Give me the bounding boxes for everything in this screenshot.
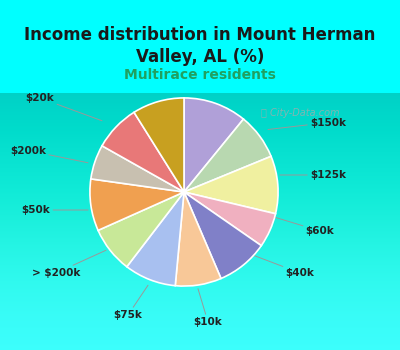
Text: Income distribution in Mount Herman
Valley, AL (%): Income distribution in Mount Herman Vall… [24, 26, 376, 66]
Text: $200k: $200k [10, 146, 88, 163]
Text: $50k: $50k [22, 205, 88, 215]
Text: $100k: $100k [0, 349, 1, 350]
Wedge shape [184, 192, 261, 279]
Text: $40k: $40k [254, 256, 314, 278]
Text: $60k: $60k [274, 217, 334, 236]
Text: > $200k: > $200k [32, 250, 106, 278]
Text: Multirace residents: Multirace residents [124, 68, 276, 82]
Wedge shape [134, 98, 184, 192]
Wedge shape [90, 179, 184, 230]
Wedge shape [184, 98, 244, 192]
Text: $10k: $10k [194, 289, 222, 327]
Wedge shape [184, 119, 271, 192]
Text: $75k: $75k [114, 285, 148, 320]
Wedge shape [102, 112, 184, 192]
Wedge shape [98, 192, 184, 267]
Text: $150k: $150k [268, 118, 346, 130]
Text: $125k: $125k [280, 170, 346, 180]
Wedge shape [175, 192, 221, 286]
Wedge shape [127, 192, 184, 286]
Wedge shape [184, 192, 276, 246]
Text: $20k: $20k [26, 93, 102, 121]
Wedge shape [91, 146, 184, 192]
Text: ⓘ City-Data.com: ⓘ City-Data.com [261, 108, 339, 118]
Wedge shape [184, 156, 278, 214]
Text: $30k: $30k [0, 349, 1, 350]
